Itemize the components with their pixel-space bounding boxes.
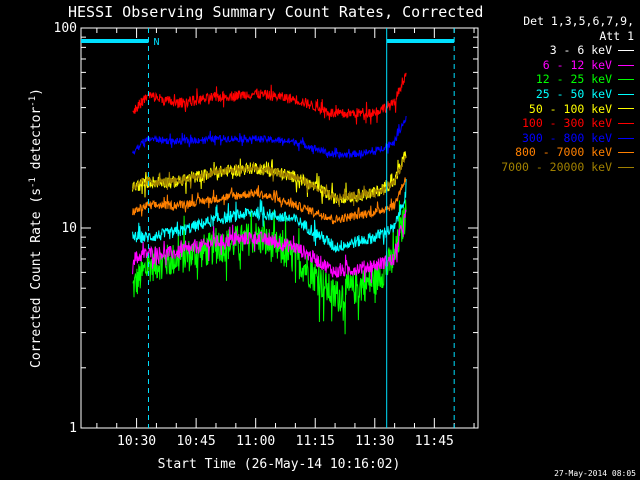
legend-label: 300 - 800 keV bbox=[521, 130, 612, 145]
series-line-6 bbox=[132, 72, 407, 125]
series-line-1 bbox=[132, 159, 407, 231]
y-tick-label: 1 bbox=[69, 421, 77, 436]
legend-swatch bbox=[618, 137, 634, 139]
y-tick-label: 100 bbox=[54, 21, 77, 36]
y-axis-label-suffix: ) bbox=[29, 88, 44, 96]
legend-entry-7: 300 - 800 keV bbox=[474, 131, 634, 146]
y-axis-label-mid: detector bbox=[29, 107, 44, 178]
series-layer bbox=[132, 72, 407, 335]
legend-entry-6: 100 - 300 keV bbox=[474, 116, 634, 131]
series-line-7 bbox=[132, 115, 407, 160]
y-axis-label-prefix: Corrected Count Rate (s bbox=[29, 188, 44, 368]
legend-entry-3: 12 - 25 keV bbox=[474, 72, 634, 87]
series-line-3 bbox=[132, 199, 407, 335]
legend-entries: 3 - 6 keV 6 - 12 keV 12 - 25 keV 25 - 50 ke… bbox=[474, 43, 634, 174]
y-tick-label: 10 bbox=[61, 221, 77, 236]
legend-label: 100 - 300 keV bbox=[521, 116, 612, 131]
flag-label: N bbox=[153, 37, 159, 48]
y-axis-label-sup2: -1 bbox=[28, 96, 38, 107]
x-tick-label: 11:30 bbox=[355, 434, 394, 449]
legend-entry-9: 7000 - 20000 keV bbox=[474, 160, 634, 175]
footer-date: 27-May-2014 08:05 bbox=[554, 469, 636, 478]
legend-swatch bbox=[618, 79, 634, 81]
legend-entry-2: 6 - 12 keV bbox=[474, 58, 634, 73]
series-line-4 bbox=[132, 178, 407, 253]
x-axis: 10:30 10:45 11:00 11:15 11:30 11:45 bbox=[96, 28, 475, 449]
x-axis-label: Start Time (26-May-14 10:16:02) bbox=[158, 457, 401, 472]
legend-swatch bbox=[618, 93, 634, 95]
legend-swatch bbox=[618, 122, 634, 124]
y-axis-label: Corrected Count Rate (s-1 detector-1) bbox=[28, 88, 44, 368]
series-line-5 bbox=[132, 151, 407, 206]
legend-label: 7000 - 20000 keV bbox=[501, 159, 612, 174]
legend-header-attenuator: Att 1 bbox=[599, 28, 634, 43]
legend-label: 12 - 25 keV bbox=[535, 72, 612, 87]
legend-swatch bbox=[618, 49, 634, 51]
x-tick-label: 11:00 bbox=[236, 434, 275, 449]
series-line-8 bbox=[132, 177, 407, 225]
legend-label: 6 - 12 keV bbox=[542, 57, 612, 72]
x-tick-label: 11:45 bbox=[415, 434, 454, 449]
legend-swatch bbox=[618, 64, 634, 66]
series-line-2 bbox=[132, 209, 407, 284]
x-tick-label: 11:15 bbox=[296, 434, 335, 449]
chart-title: HESSI Observing Summary Count Rates, Cor… bbox=[68, 3, 483, 21]
legend-label: 800 - 7000 keV bbox=[515, 145, 612, 160]
legend-swatch bbox=[618, 152, 634, 154]
legend-entry-8: 800 - 7000 keV bbox=[474, 145, 634, 160]
legend-entry-5: 50 - 100 keV bbox=[474, 102, 634, 117]
legend-swatch bbox=[618, 166, 634, 168]
marker-layer: N bbox=[81, 28, 455, 428]
series-line-9 bbox=[132, 155, 407, 207]
legend-header-detectors: Det 1,3,5,6,7,9, bbox=[523, 14, 634, 28]
y-axis-label-sup1: -1 bbox=[28, 177, 38, 188]
legend: Det 1,3,5,6,7,9, Att 1 3 - 6 keV 6 - 12 k… bbox=[474, 14, 634, 175]
legend-entry-4: 25 - 50 keV bbox=[474, 87, 634, 102]
legend-label: 3 - 6 keV bbox=[549, 43, 612, 58]
legend-label: 50 - 100 keV bbox=[528, 101, 612, 116]
x-tick-label: 10:45 bbox=[177, 434, 216, 449]
x-tick-label: 10:30 bbox=[117, 434, 156, 449]
legend-entry-1: 3 - 6 keV bbox=[474, 43, 634, 58]
y-axis: 1 10 100 bbox=[54, 21, 478, 436]
legend-swatch bbox=[618, 108, 634, 110]
legend-label: 25 - 50 keV bbox=[535, 86, 612, 101]
